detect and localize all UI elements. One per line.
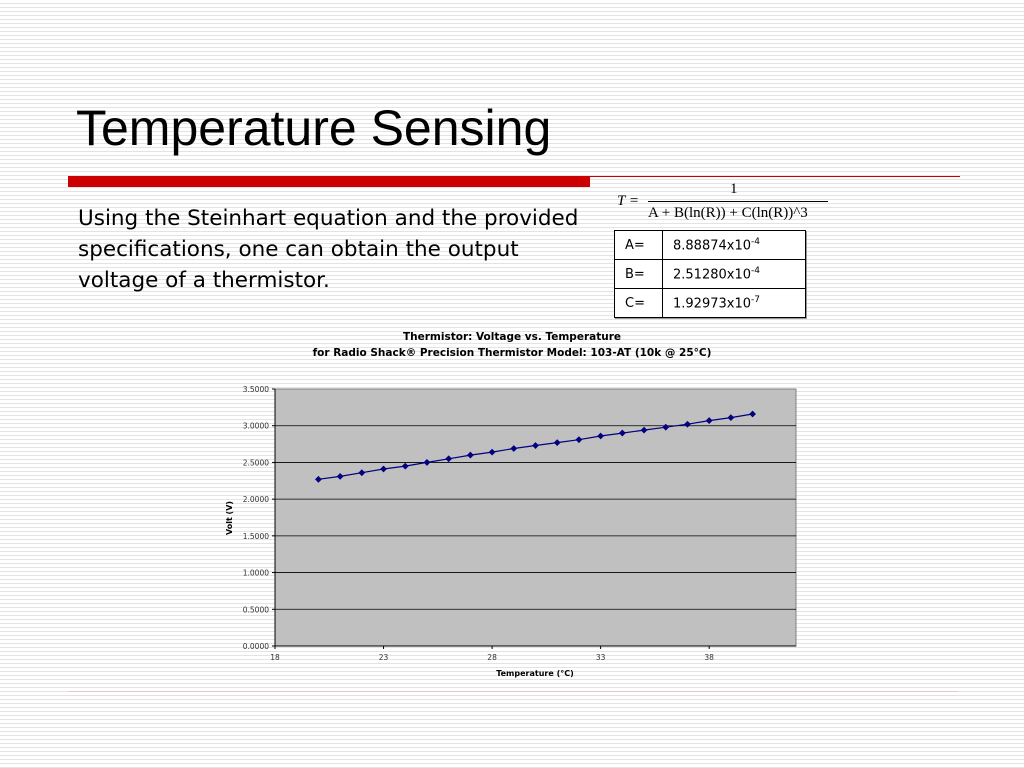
bullet-text: Using the Steinhart equation and the pro…	[78, 206, 579, 293]
steinhart-equation: T = 1 A + B(ln(R)) + C(ln(R))^3	[612, 180, 842, 226]
x-axis-label: Temperature (°C)	[496, 669, 574, 678]
y-tick-label: 0.5000	[243, 605, 269, 614]
data-point	[597, 432, 605, 440]
fraction-bar	[648, 201, 828, 202]
y-tick-label: 2.5000	[243, 458, 269, 467]
equation-lhs: T =	[617, 193, 639, 209]
data-point	[510, 445, 518, 452]
title-accent-bar	[68, 176, 590, 187]
data-point	[466, 451, 474, 459]
data-point	[532, 442, 539, 449]
data-point	[488, 448, 496, 456]
data-point	[358, 469, 366, 477]
coefficient-label: A=	[614, 230, 663, 260]
footer-divider	[68, 691, 958, 692]
data-point	[423, 459, 431, 466]
equation-denominator: A + B(ln(R)) + C(ln(R))^3	[648, 205, 808, 221]
x-tick-label: 33	[596, 653, 606, 662]
data-point	[380, 465, 387, 473]
data-point	[727, 414, 735, 422]
data-point	[684, 420, 691, 428]
data-point	[553, 439, 561, 447]
x-tick-label: 23	[379, 653, 389, 662]
y-tick-label: 1.0000	[243, 569, 269, 578]
y-tick-label: 1.5000	[243, 532, 269, 541]
coefficient-mantissa: 2.51280x10	[673, 267, 751, 283]
data-point	[749, 410, 756, 418]
equation-numerator: 1	[730, 181, 738, 197]
data-point	[401, 462, 409, 470]
y-tick-label: 2.0000	[243, 495, 269, 504]
slide-title: Temperature Sensing	[76, 100, 552, 156]
data-point	[662, 423, 670, 431]
coefficient-mantissa: 8.88874x10	[673, 238, 751, 254]
coefficient-label: B=	[614, 259, 663, 289]
coefficient-exponent: -4	[751, 236, 760, 247]
data-point	[336, 472, 344, 480]
y-tick-label: 3.5000	[243, 385, 269, 394]
coefficient-value: 1.92973x10-7	[662, 288, 806, 318]
coefficient-exponent: -7	[751, 294, 760, 305]
data-point	[445, 455, 453, 463]
y-tick-label: 0.0000	[243, 642, 269, 651]
title-accent-line	[590, 176, 960, 177]
x-tick-labels: 18 23 28 33 38	[270, 653, 714, 662]
x-tick-label: 18	[270, 653, 280, 662]
coefficient-table: A= 8.88874x10-4 B= 2.51280x10-4 C= 1.929…	[614, 230, 806, 318]
y-axis-label: Volt (V)	[225, 501, 234, 535]
coefficient-mantissa: 1.92973x10	[673, 296, 751, 312]
x-tick-label: 38	[704, 653, 714, 662]
series-markers	[315, 410, 756, 483]
chart-title: Thermistor: Voltage vs. Temperature	[403, 331, 621, 343]
data-point	[575, 436, 583, 444]
data-point	[640, 426, 648, 434]
plot-area	[274, 388, 797, 647]
gridlines	[272, 388, 796, 649]
y-tick-labels: 0.0000 0.5000 1.0000 1.5000 2.0000 2.5000 3.00…	[243, 385, 269, 651]
coefficient-exponent: -4	[751, 265, 760, 276]
coefficient-row-a: A= 8.88874x10-4	[614, 230, 806, 260]
data-point	[315, 475, 322, 483]
x-tick-label: 28	[487, 653, 497, 662]
data-point	[705, 417, 713, 424]
coefficient-row-c: C= 1.92973x10-7	[614, 288, 806, 318]
y-tick-label: 3.0000	[243, 422, 269, 431]
chart-subtitle: for Radio Shack® Precision Thermistor Mo…	[313, 347, 712, 359]
data-point	[618, 429, 626, 437]
